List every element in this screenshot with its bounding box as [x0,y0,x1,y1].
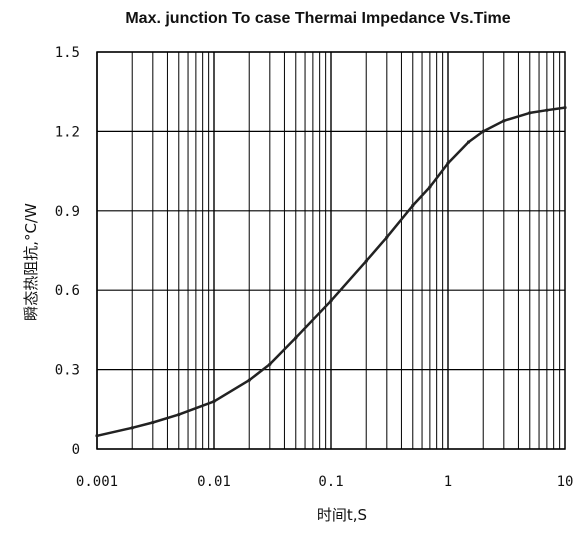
plot-frame [96,51,566,450]
data-point [151,420,155,425]
data-point [364,259,368,263]
data-point [268,362,272,366]
data-point [467,140,471,144]
grid-lines [96,51,565,450]
x-tick-labels: 0.001 0.01 0.1 1 10 [76,474,574,490]
data-point [481,129,485,133]
data-point [247,378,251,382]
data-point [212,399,216,403]
x-tick-label: 0.01 [197,474,231,490]
data-point [329,299,333,303]
data-point [528,111,532,115]
data-point [130,426,134,430]
data-point [294,336,298,340]
y-tick-label: 0.9 [55,204,80,220]
data-point [428,185,432,189]
series-layer [95,105,567,438]
data-point [545,108,549,112]
series-line [95,106,567,438]
data-point [95,434,99,438]
y-tick-label: 1.2 [55,124,80,140]
x-tick-label: 10 [557,474,574,490]
x-tick-label: 1 [444,474,452,490]
chart-title: Max. junction To case Thermai Impedance … [125,10,510,27]
data-point [563,105,567,110]
data-point [411,203,415,208]
y-tick-label: 0 [72,442,80,458]
data-point [177,412,181,417]
y-axis-label: 瞬态热阻抗,°C/W [22,203,40,321]
data-point [446,161,450,165]
y-tick-label: 0.6 [55,283,80,299]
y-tick-label: 1.5 [55,45,80,61]
y-tick-labels: 0 0.3 0.6 0.9 1.2 1.5 [55,45,80,458]
x-tick-label: 0.001 [76,474,118,490]
data-point [502,119,506,123]
data-point [385,235,389,239]
x-axis-label: 时间t,S [317,506,367,524]
x-tick-label: 0.1 [318,474,343,490]
y-tick-label: 0.3 [55,363,80,379]
